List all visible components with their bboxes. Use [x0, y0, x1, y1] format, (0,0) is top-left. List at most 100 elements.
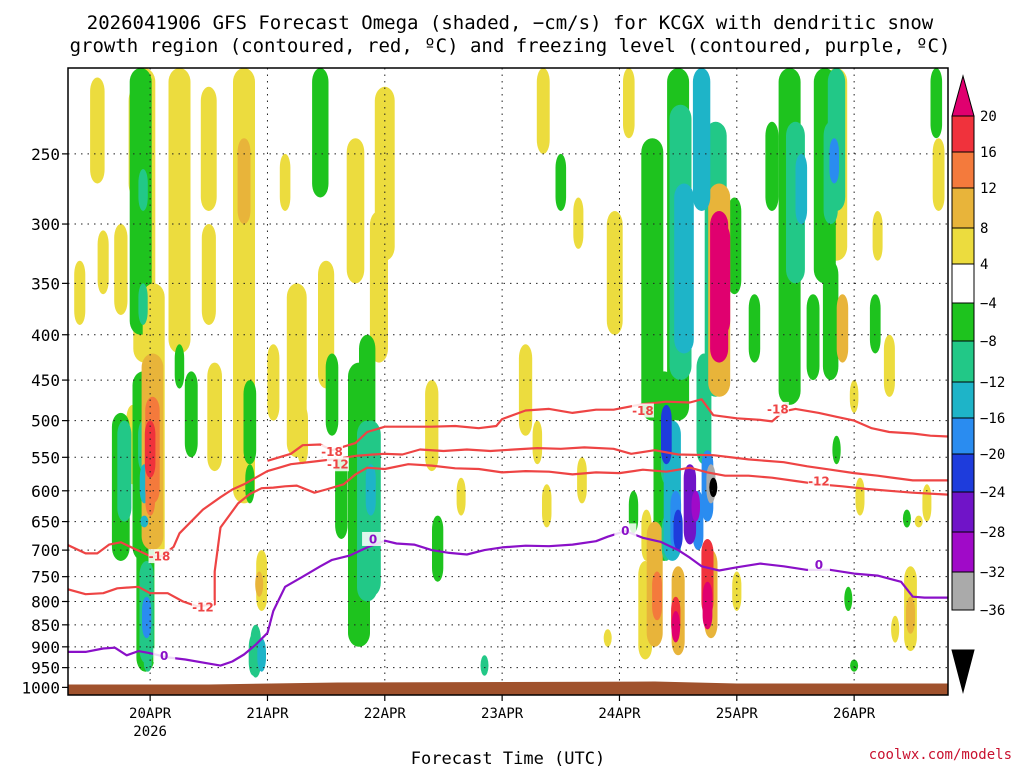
y-tick-label: 500 — [31, 412, 60, 431]
colorbar-swatch — [951, 227, 975, 265]
omega-cell — [200, 86, 217, 211]
omega-cell — [542, 484, 552, 528]
omega-cell — [891, 615, 900, 643]
contour-label: -12 — [327, 458, 349, 472]
x-tick-label: 23APR — [481, 706, 524, 722]
x-tick-label: 21APR — [246, 706, 289, 722]
omega-cell — [883, 334, 895, 397]
omega-cell — [532, 420, 543, 465]
colorbar: 20 16 12 8 4 −4 −8 −12 −16 −20 −24 −28 −32 −36 — [951, 74, 1005, 694]
omega-cell — [869, 294, 881, 354]
terrain — [68, 681, 948, 695]
omega-cell — [369, 211, 388, 363]
y-tick-label: 250 — [31, 145, 60, 164]
omega-cell — [117, 420, 132, 522]
gridlines — [68, 68, 948, 695]
contour-label: -18 — [149, 550, 171, 564]
contour-label-bg — [614, 523, 637, 538]
omega-cell — [872, 211, 883, 261]
y-tick-label: 350 — [31, 274, 60, 293]
y-tick-label: 300 — [31, 215, 60, 234]
y-axis: 250 300 350 400 450 500 550 600 650 700 750 800 850 9… — [21, 145, 68, 697]
contour-label: 0 — [621, 524, 629, 538]
omega-cell — [850, 659, 859, 672]
omega-cell — [74, 260, 86, 325]
y-tick-label: 400 — [31, 326, 60, 345]
y-tick-label: 550 — [31, 448, 60, 467]
omega-cell — [623, 68, 635, 139]
contour-zero_freezing — [68, 529, 948, 667]
omega-cell — [267, 344, 280, 421]
x-tick-sublabel: 2026 — [133, 724, 167, 740]
colorbar-label: −28 — [980, 525, 1005, 541]
omega-cell — [346, 138, 365, 284]
omega-cell — [255, 571, 264, 597]
colorbar-swatch — [951, 302, 975, 342]
contour-label-bg — [153, 648, 176, 663]
colorbar-label: −12 — [980, 375, 1005, 391]
omega-cell — [674, 183, 694, 354]
contour-upper_minus18 — [267, 398, 948, 462]
omega-cell — [90, 77, 105, 184]
omega-cell — [652, 571, 662, 621]
omega-cell — [832, 435, 841, 465]
contour-label: 0 — [815, 558, 823, 572]
omega-cell — [138, 169, 148, 211]
colorbar-label: 8 — [980, 221, 988, 237]
colorbar-swatch — [951, 571, 975, 611]
omega-cell — [902, 509, 911, 528]
colorbar-swatch — [951, 417, 975, 455]
colorbar-swatch — [951, 381, 975, 419]
omega-cell — [628, 490, 639, 534]
contour-label-bg — [807, 557, 830, 572]
omega-cell — [795, 153, 808, 225]
omega-cell — [144, 420, 156, 478]
omega-cell — [914, 515, 923, 528]
omega-cell — [606, 211, 623, 335]
omega-cell — [732, 571, 742, 611]
colorbar-swatch — [951, 531, 975, 573]
plot-frame — [67, 67, 949, 696]
colorbar-swatch — [951, 491, 975, 533]
contour-label: -12 — [808, 475, 830, 489]
omega-cell — [536, 68, 550, 154]
omega-cell — [932, 138, 945, 211]
omega-cell — [692, 68, 711, 211]
colorbar-swatch — [951, 151, 975, 189]
omega-cell — [174, 344, 185, 389]
omega-cell — [207, 362, 222, 472]
omega-cell — [573, 197, 584, 249]
contour-label: 0 — [369, 532, 377, 546]
contour-label-bg — [148, 549, 171, 564]
omega-cell — [243, 380, 257, 465]
colorbar-swatch — [951, 649, 975, 694]
colorbar-label: −36 — [980, 603, 1005, 619]
omega-cell — [312, 68, 329, 198]
omega-cell — [279, 153, 291, 211]
chart-title-line-2: growth region (contoured, red, ºC) and f… — [70, 35, 951, 57]
colorbar-label: 12 — [980, 181, 997, 197]
chart-title-line-1: 2026041906 GFS Forecast Omega (shaded, −… — [87, 12, 934, 34]
colorbar-label: −16 — [980, 411, 1005, 427]
omega-cell — [836, 294, 849, 363]
x-tick-label: 20APR — [129, 706, 172, 722]
omega-cell — [456, 477, 466, 516]
y-tick-label: 1000 — [21, 678, 60, 697]
y-tick-label: 600 — [31, 482, 60, 501]
omega-cell — [297, 404, 308, 465]
contour-label-bg — [321, 444, 343, 459]
site-credit[interactable]: coolwx.com/models — [869, 747, 1012, 763]
x-tick-label: 24APR — [598, 706, 641, 722]
omega-cell — [603, 629, 612, 647]
contour-label: -18 — [767, 402, 789, 416]
colorbar-label: −4 — [980, 296, 997, 312]
omega-cell — [114, 224, 128, 315]
omega-cell — [673, 509, 683, 551]
omega-shading-layer — [74, 68, 945, 678]
contour-label: -12 — [192, 601, 214, 615]
y-tick-label: 750 — [31, 568, 60, 587]
x-tick-label: 26APR — [833, 706, 876, 722]
contour-label-bg — [631, 403, 654, 418]
omega-cell — [702, 581, 713, 630]
omega-cell — [432, 515, 444, 582]
